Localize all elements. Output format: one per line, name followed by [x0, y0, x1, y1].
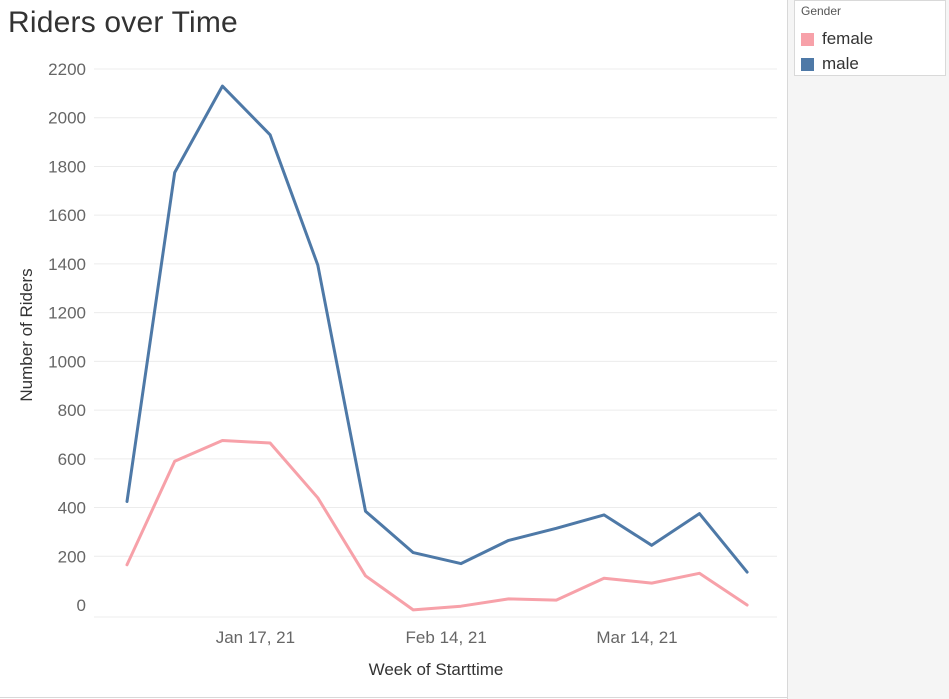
legend-swatch-female: [801, 32, 814, 46]
legend[interactable]: Gender female male: [794, 0, 946, 76]
y-tick-label: 1800: [48, 157, 86, 176]
y-tick-label: 2200: [48, 60, 86, 79]
x-axis-ticks: Jan 17, 21 Feb 14, 21 Mar 14, 21: [216, 628, 678, 647]
series-line-male[interactable]: [125, 84, 749, 574]
y-tick-label: 800: [58, 401, 86, 420]
y-tick-label: 2000: [48, 109, 86, 128]
legend-label-female: female: [822, 29, 874, 48]
legend-label-male: male: [822, 54, 859, 73]
y-tick-label: 1000: [48, 352, 86, 371]
x-tick-label: Jan 17, 21: [216, 628, 295, 647]
series-lines: [125, 84, 749, 612]
y-axis-label: Number of Riders: [17, 268, 36, 401]
y-tick-label: 200: [58, 547, 86, 566]
y-tick-label: 1600: [48, 206, 86, 225]
y-tick-label: 600: [58, 450, 86, 469]
line-chart: 0 200 400 600 800 1000 1200 1400 1600 1800 2000 220…: [17, 60, 777, 679]
legend-item-female[interactable]: female: [801, 29, 873, 49]
y-tick-label: 0: [77, 596, 86, 615]
x-tick-label: Feb 14, 21: [406, 628, 487, 647]
x-axis-label: Week of Starttime: [369, 660, 504, 679]
bottom-divider: [0, 697, 787, 698]
x-tick-label: Mar 14, 21: [596, 628, 677, 647]
y-axis-ticks: 0 200 400 600 800 1000 1200 1400 1600 1800 2000 220…: [48, 60, 86, 615]
grid-lines: [94, 68, 777, 618]
chart-title: Riders over Time: [8, 6, 238, 39]
y-tick-label: 1400: [48, 255, 86, 274]
series-line-female[interactable]: [125, 439, 749, 612]
y-tick-label: 400: [58, 499, 86, 518]
y-tick-label: 1200: [48, 304, 86, 323]
legend-title: Gender: [801, 4, 842, 18]
legend-swatch-male: [801, 57, 814, 71]
legend-item-male[interactable]: male: [801, 54, 859, 74]
right-panel: [787, 0, 949, 699]
